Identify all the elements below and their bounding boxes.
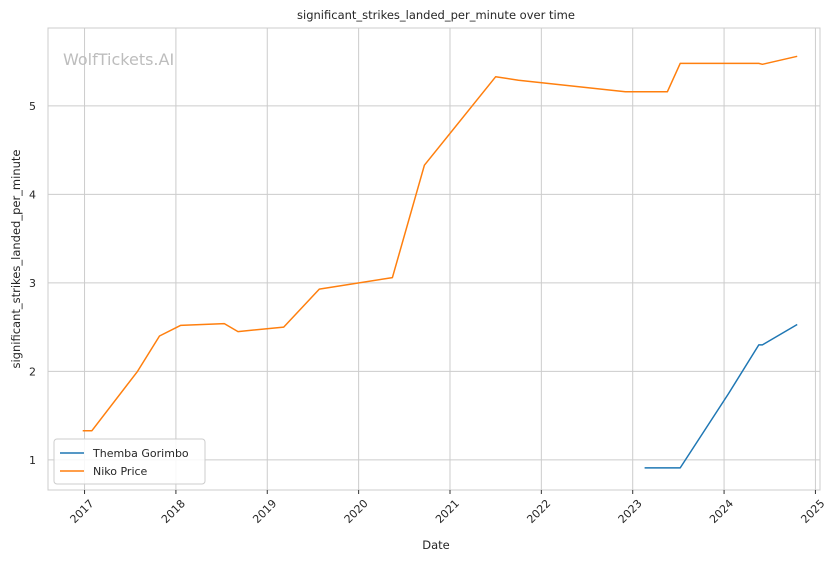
series-line-niko-price (82, 55, 798, 432)
y-tick-label-4: 4 (29, 188, 36, 201)
chart-title: significant_strikes_landed_per_minute ov… (297, 8, 575, 22)
y-axis-ticks: 1 2 3 4 5 (29, 100, 36, 467)
x-axis-ticks: 2017 2018 2019 2020 2021 2022 2023 2024 2025 (68, 490, 827, 526)
y-tick-label-3: 3 (29, 277, 36, 290)
legend-box (53, 438, 206, 485)
x-axis-title: Date (422, 538, 450, 552)
legend-label-niko-price: Niko Price (93, 465, 148, 478)
grid-lines (48, 28, 820, 490)
series-line-themba-gorimbo (644, 323, 798, 469)
y-tick-label-5: 5 (29, 100, 36, 113)
y-tick-label-1: 1 (29, 454, 36, 467)
series-lines (82, 55, 798, 469)
plot-frame (47, 27, 821, 491)
y-tick-label-2: 2 (29, 365, 36, 378)
watermark: WolfTickets.AI (63, 50, 174, 69)
legend: Themba Gorimbo Niko Price (53, 438, 206, 485)
y-axis-title: significant_strikes_landed_per_minute (9, 150, 23, 369)
legend-label-themba-gorimbo: Themba Gorimbo (92, 447, 189, 460)
